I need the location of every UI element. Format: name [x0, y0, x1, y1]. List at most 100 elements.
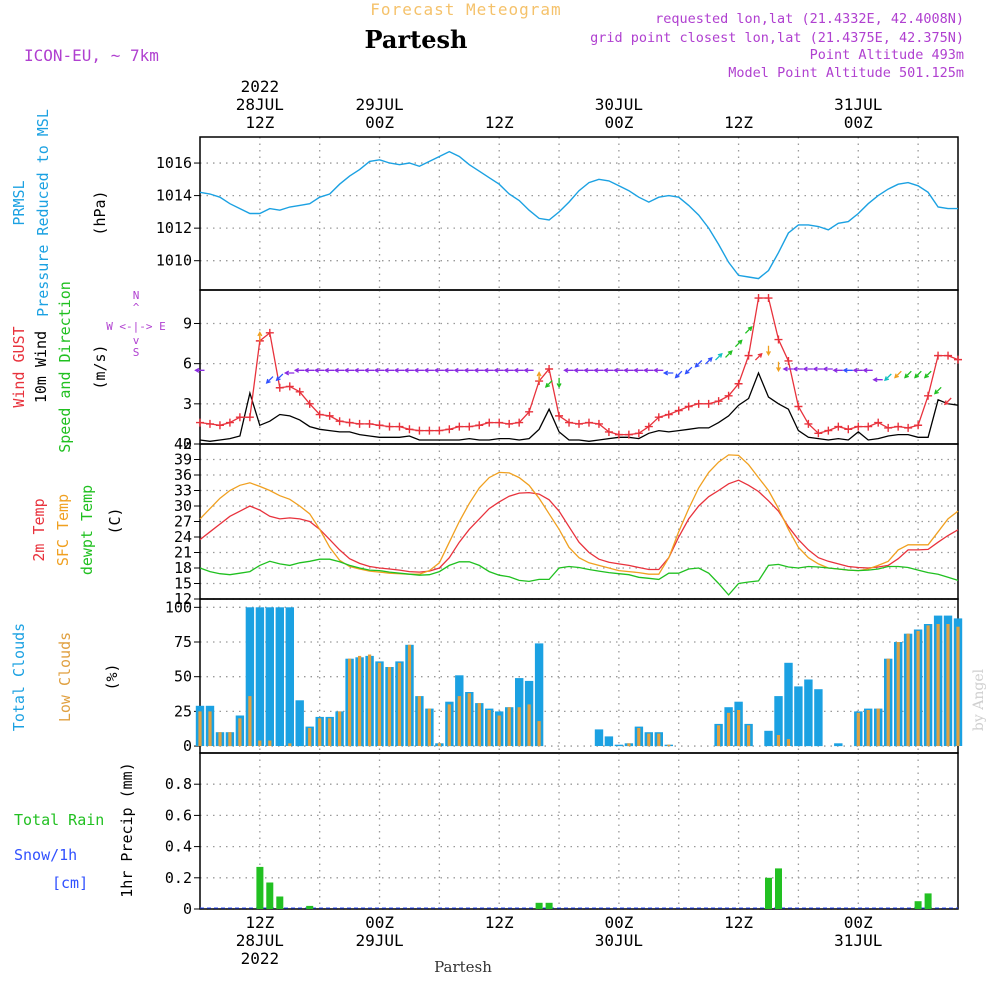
gust-marker: [525, 407, 534, 416]
low-cloud-bar: [637, 728, 641, 746]
compass-up-arrow: ^: [133, 301, 140, 314]
wind-speed-line: [199, 371, 959, 442]
total-cloud-bar: [774, 696, 783, 746]
wind-unit: (m/s): [91, 344, 109, 389]
rain-bar: [775, 868, 782, 909]
gust-marker: [814, 429, 823, 438]
low-cloud-bar: [447, 704, 451, 746]
wind-direction-arrow: [872, 377, 883, 383]
wind-direction-arrow: [812, 366, 823, 372]
y-tick-label: 0.4: [165, 838, 192, 856]
wind-label-gust: Wind GUST: [10, 326, 28, 407]
dewpt-line: [199, 558, 959, 596]
low-cloud-bar: [288, 743, 292, 747]
place-title: Partesh: [365, 25, 468, 54]
precip-unit: 1hr Precip (mm): [118, 762, 136, 897]
y-tick-label: 0.8: [165, 775, 192, 793]
requested-coords: requested lon,lat (21.4332E, 42.4008N): [655, 11, 964, 27]
wind-direction-arrow: [904, 370, 912, 379]
temp-2m-line: [199, 479, 959, 573]
wind-direction-arrow: [802, 366, 813, 372]
pressure-label-prmsl: PRMSL: [10, 180, 28, 225]
top-time-label: 30JUL: [595, 95, 643, 114]
total-cloud-bar: [604, 736, 614, 747]
top-time-label: 29JUL: [355, 95, 403, 114]
y-tick-label: 1012: [156, 219, 192, 237]
gust-marker: [774, 335, 783, 344]
gust-marker: [604, 427, 613, 436]
total-cloud-bar: [275, 607, 284, 746]
y-tick-label: 27: [174, 513, 192, 531]
top-time-label: 12Z: [724, 113, 753, 132]
wind-direction-arrow: [423, 367, 434, 373]
gust-marker: [455, 422, 464, 431]
panel-frame: [199, 136, 959, 291]
wind-direction-arrow: [674, 370, 683, 379]
wind-direction-arrow: [343, 367, 355, 373]
low-cloud-bar: [896, 642, 900, 747]
wind-direction-arrow: [257, 331, 263, 342]
low-cloud-bar: [956, 626, 960, 746]
low-cloud-bar: [876, 708, 880, 747]
gust-marker: [555, 411, 564, 420]
wind-direction-arrow: [573, 367, 584, 373]
pressure-label-msl: Pressure Reduced to MSL: [34, 109, 52, 317]
gust-marker: [505, 419, 514, 428]
low-cloud-bar: [926, 625, 930, 747]
low-cloud-bar: [238, 718, 242, 746]
gust-marker: [425, 426, 434, 435]
panel-wind: 0 3 6 9: [183, 289, 962, 453]
y-tick-label: 9: [183, 314, 192, 332]
wind-direction-arrow: [933, 386, 942, 395]
gust-marker: [495, 418, 504, 427]
precip-label-rain: Total Rain: [14, 811, 104, 829]
gust-line: [199, 297, 959, 436]
wind-direction-arrow: [583, 367, 594, 373]
grid-point-coords: grid point closest lon,lat (21.4375E, 42…: [590, 30, 964, 46]
y-tick-label: 0.6: [165, 806, 192, 824]
gust-marker: [644, 422, 653, 431]
compass-down-arrow: v: [133, 334, 140, 347]
wind-direction-arrow: [373, 367, 384, 373]
y-tick-label: 21: [174, 544, 192, 562]
y-tick-label: 42: [174, 435, 192, 453]
low-cloud-bar: [786, 739, 791, 746]
gust-marker: [584, 418, 593, 427]
gust-marker: [954, 355, 962, 364]
low-cloud-bar: [517, 707, 521, 746]
gust-marker: [734, 379, 743, 388]
gust-marker: [375, 421, 384, 430]
panel-pressure: 1010 1012 1014 1016: [156, 136, 959, 291]
gust-marker: [664, 410, 673, 419]
low-cloud-bar: [946, 624, 950, 747]
clouds-unit: (%): [103, 663, 121, 690]
total-cloud-bar: [804, 679, 813, 747]
panel-clouds: 0 25 50 75 100: [165, 598, 963, 755]
low-cloud-bar: [537, 721, 541, 747]
wind-direction-arrow: [632, 367, 644, 373]
low-cloud-bar: [727, 712, 731, 747]
wind-direction-arrow: [393, 367, 404, 373]
gust-marker: [445, 425, 454, 434]
wind-label-direction: Speed and Direction: [56, 281, 74, 453]
top-time-label: 12Z: [245, 113, 274, 132]
gust-marker: [804, 419, 813, 428]
y-tick-label: 1016: [156, 154, 192, 172]
bottom-time-label: 2022: [241, 949, 280, 968]
wind-direction-arrow: [513, 367, 524, 373]
gust-marker: [844, 425, 853, 434]
y-tick-label: 25: [174, 702, 192, 720]
bottom-time-label: 31JUL: [834, 931, 882, 950]
bottom-time-label: 30JUL: [595, 931, 643, 950]
gust-marker: [934, 351, 943, 360]
gust-marker: [594, 419, 603, 428]
total-cloud-bar: [265, 607, 274, 746]
gust-marker: [325, 411, 334, 420]
gust-marker: [405, 425, 414, 434]
wind-direction-arrow: [884, 373, 892, 382]
y-tick-label: 0: [183, 900, 192, 918]
wind-direction-arrow: [725, 350, 733, 358]
wind-direction-arrow: [715, 352, 723, 361]
gust-marker: [874, 418, 883, 427]
low-cloud-bar: [936, 624, 940, 747]
